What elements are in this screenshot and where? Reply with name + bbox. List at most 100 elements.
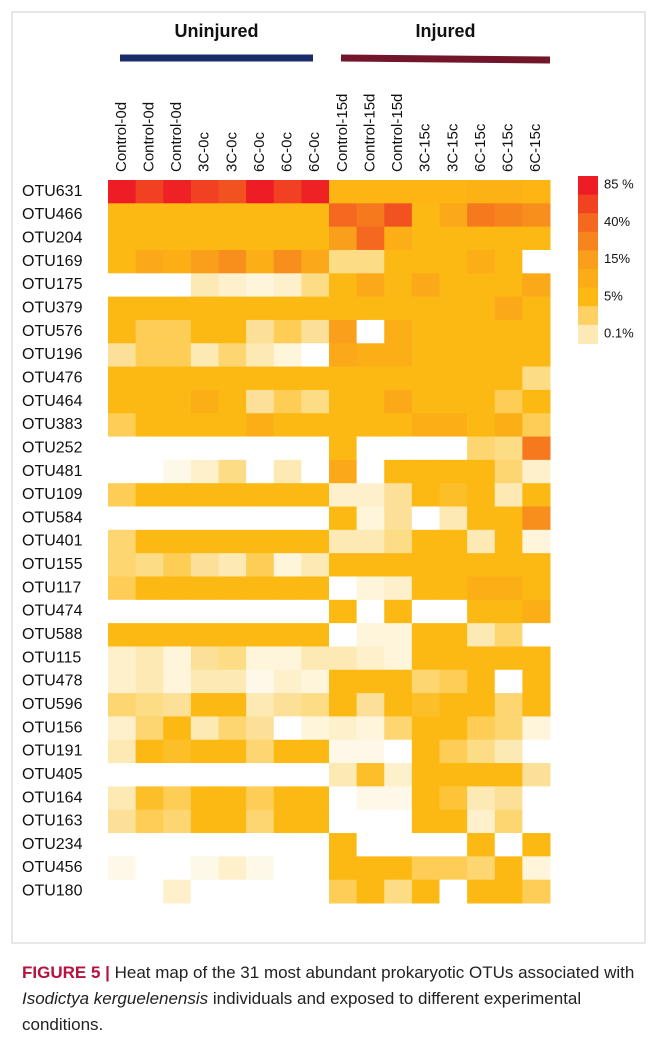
heat-cell bbox=[108, 273, 137, 298]
heat-cell bbox=[163, 249, 192, 274]
heat-cell bbox=[273, 180, 302, 204]
heat-cell bbox=[108, 249, 137, 274]
heat-cell bbox=[494, 366, 523, 391]
heat-cell bbox=[411, 786, 440, 811]
legend-swatch bbox=[578, 194, 598, 214]
heat-cell bbox=[411, 553, 440, 577]
heat-cell bbox=[163, 693, 192, 717]
heat-cell bbox=[494, 786, 523, 811]
heat-cell bbox=[301, 249, 330, 274]
heat-cell bbox=[108, 343, 137, 368]
heat-cell bbox=[218, 599, 247, 624]
legend-swatch bbox=[578, 176, 598, 196]
row-label: OTU405 bbox=[22, 766, 83, 783]
heat-cell bbox=[467, 529, 496, 554]
heat-cell bbox=[522, 506, 551, 531]
heat-cell bbox=[384, 529, 413, 554]
heat-cell bbox=[301, 366, 330, 391]
heat-cell bbox=[467, 553, 496, 577]
heat-cell bbox=[190, 879, 219, 904]
row-label: OTU175 bbox=[22, 276, 83, 293]
heat-cell bbox=[494, 203, 523, 228]
heat-cell bbox=[384, 319, 413, 344]
heat-cell bbox=[108, 553, 137, 577]
legend-swatch bbox=[578, 306, 598, 326]
heat-cell bbox=[329, 366, 358, 391]
heat-cell bbox=[108, 180, 137, 204]
heat-cell bbox=[135, 576, 164, 601]
heat-cell bbox=[301, 483, 330, 508]
heat-cell bbox=[522, 809, 551, 834]
heat-cell bbox=[273, 646, 302, 671]
heat-cell bbox=[163, 529, 192, 554]
heat-cell bbox=[439, 226, 468, 251]
heat-cell bbox=[384, 180, 413, 204]
heat-cell bbox=[273, 296, 302, 321]
heat-cell bbox=[190, 623, 219, 647]
heat-cell bbox=[190, 576, 219, 601]
heat-cell bbox=[190, 483, 219, 508]
heat-cell bbox=[301, 716, 330, 741]
heat-cell bbox=[494, 716, 523, 741]
heat-cell bbox=[135, 623, 164, 647]
heat-cell bbox=[411, 879, 440, 904]
heat-cell bbox=[246, 249, 275, 274]
heat-cell bbox=[273, 249, 302, 274]
heat-cell bbox=[522, 646, 551, 671]
heat-cell bbox=[273, 716, 302, 741]
heat-cell bbox=[190, 226, 219, 251]
heat-cell bbox=[439, 856, 468, 881]
row-label: OTU191 bbox=[22, 743, 83, 760]
heat-cell bbox=[522, 459, 551, 484]
heat-cell bbox=[494, 343, 523, 368]
caption-species: Isodictya kerguelenensis bbox=[22, 989, 209, 1008]
heat-cell bbox=[163, 296, 192, 321]
heat-cell bbox=[135, 599, 164, 624]
heat-cell bbox=[190, 459, 219, 484]
heat-cell bbox=[467, 809, 496, 834]
heat-cell bbox=[522, 786, 551, 811]
heat-cell bbox=[467, 506, 496, 531]
heat-cell bbox=[273, 623, 302, 647]
row-label: OTU476 bbox=[22, 369, 83, 386]
heat-cell bbox=[135, 646, 164, 671]
heat-cell bbox=[135, 366, 164, 391]
heat-cell bbox=[384, 623, 413, 647]
heat-cell bbox=[190, 599, 219, 624]
heat-cell bbox=[163, 763, 192, 787]
heat-cell bbox=[356, 763, 385, 787]
heat-cell bbox=[218, 786, 247, 811]
heat-cell bbox=[301, 786, 330, 811]
heat-cell bbox=[384, 203, 413, 228]
heat-cell bbox=[522, 716, 551, 741]
caption: FIGURE 5 | Heat map of the 31 most abund… bbox=[22, 960, 642, 1038]
heat-cell bbox=[135, 786, 164, 811]
heat-cell bbox=[356, 366, 385, 391]
legend-label: 40% bbox=[604, 214, 630, 229]
heat-cell bbox=[467, 459, 496, 484]
heat-cell bbox=[163, 413, 192, 438]
heat-cell bbox=[301, 413, 330, 438]
heat-cell bbox=[384, 739, 413, 764]
heat-cell bbox=[522, 180, 551, 204]
heat-cell bbox=[246, 553, 275, 577]
heat-cell bbox=[108, 599, 137, 624]
heat-cell bbox=[135, 809, 164, 834]
heat-cell bbox=[439, 553, 468, 577]
heat-cell bbox=[218, 809, 247, 834]
heat-cell bbox=[356, 343, 385, 368]
heat-cell bbox=[522, 296, 551, 321]
heat-cell bbox=[329, 249, 358, 274]
heat-cell bbox=[108, 436, 137, 461]
heat-cell bbox=[356, 296, 385, 321]
heat-cell bbox=[467, 180, 496, 204]
heat-cell bbox=[439, 343, 468, 368]
heat-cell bbox=[384, 366, 413, 391]
heat-cell bbox=[494, 226, 523, 251]
heat-cell bbox=[163, 599, 192, 624]
heat-cell bbox=[218, 646, 247, 671]
heat-cell bbox=[494, 436, 523, 461]
heat-cell bbox=[218, 879, 247, 904]
heat-cell bbox=[384, 599, 413, 624]
group-label: Uninjured bbox=[175, 21, 259, 41]
